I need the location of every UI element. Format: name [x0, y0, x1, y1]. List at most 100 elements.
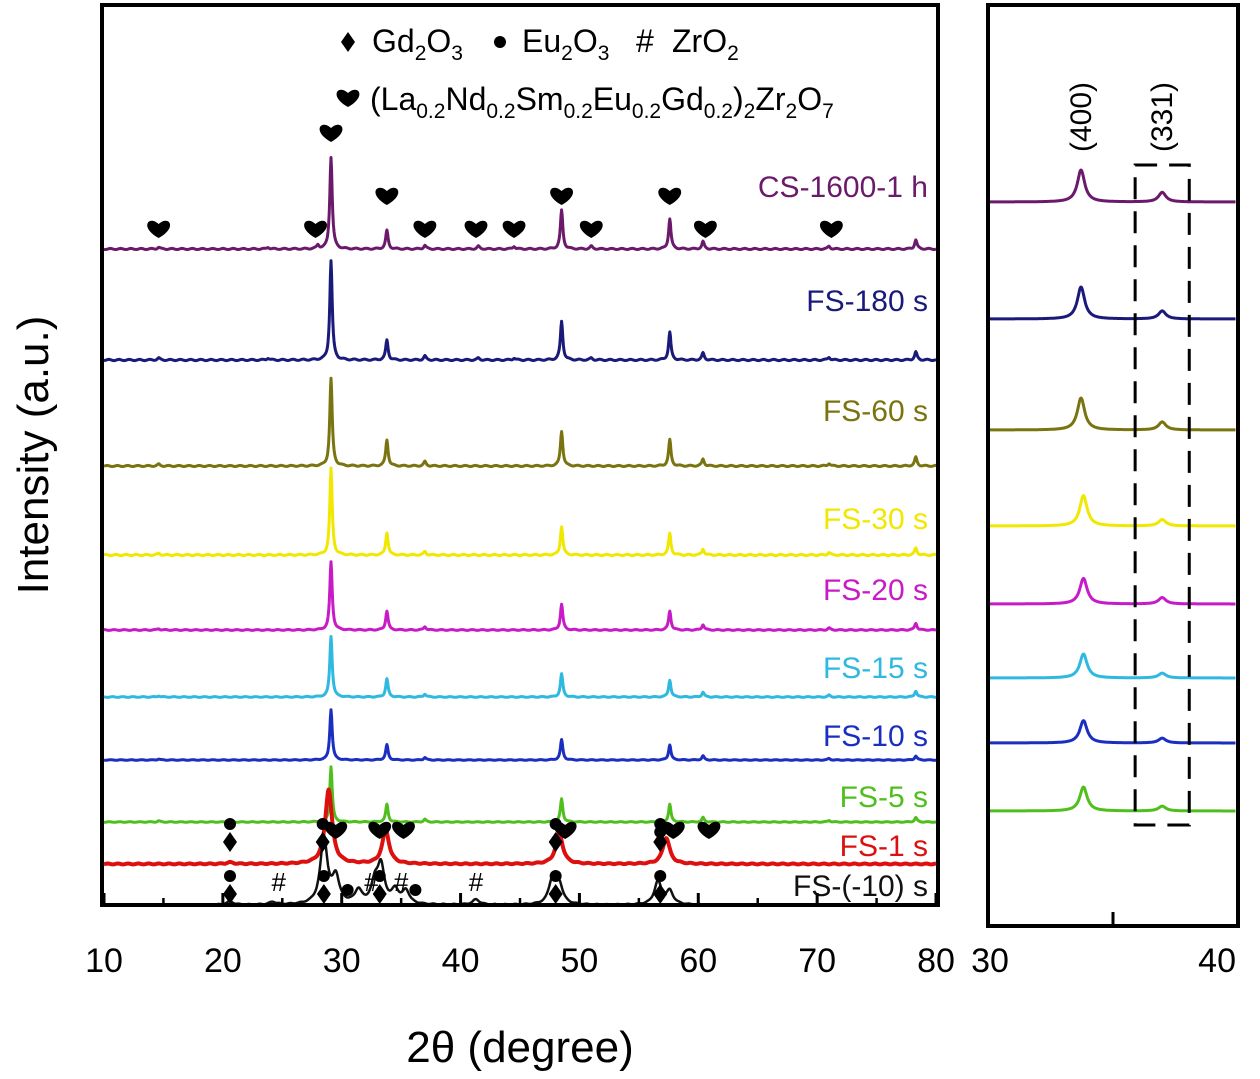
peak-label: (400): [1065, 82, 1098, 152]
trace-2: [103, 376, 937, 468]
inset-xrd-panel: (400) (331) 30 40: [971, 3, 1240, 980]
heart-marker: [392, 821, 415, 839]
dot-marker: [549, 870, 562, 882]
heart-marker: [319, 124, 343, 142]
heart-marker: [661, 821, 685, 839]
y-axis-label: Intensity (a.u.): [9, 316, 58, 595]
x-axis-label: 2θ (degree): [406, 1023, 633, 1072]
diamond-marker: [653, 832, 668, 852]
phase-legend: Gd2O3 Eu2O3 # ZrO2 (La0.2Nd0.2Sm0.2Eu0.2Gd0.…: [370, 23, 834, 123]
main-plot-frame: [100, 3, 940, 907]
trace-1: [103, 259, 937, 363]
series-label: FS-15 s: [823, 652, 928, 685]
inset-trace-0: [989, 168, 1237, 204]
heart-marker: [553, 821, 577, 839]
heart-marker: [413, 220, 437, 238]
inset-trace-3: [989, 494, 1237, 528]
x-tick-label: 50: [561, 942, 599, 980]
dot-marker: [223, 818, 236, 830]
hash-marker: #: [364, 867, 379, 897]
legend-hash: #: [636, 23, 654, 59]
series-label: FS-60 s: [823, 395, 928, 428]
diamond-marker: [315, 832, 330, 852]
heart-marker: [697, 821, 721, 839]
trace-5: [103, 635, 937, 699]
diamond-marker: [341, 32, 355, 52]
heart-marker: [502, 220, 526, 238]
series-label: FS-180 s: [806, 285, 928, 318]
heart-marker: [550, 187, 574, 205]
inset-trace-5: [989, 652, 1237, 680]
inset-peak-labels: (400) (331): [1065, 82, 1179, 152]
heart-marker: [658, 187, 682, 205]
inset-x-ticks: 30 40: [971, 912, 1236, 980]
trace-7: [103, 765, 937, 824]
heart-marker: [464, 220, 488, 238]
main-traces: [102, 156, 938, 907]
inset-trace-6: [989, 719, 1237, 745]
x-tick-label: 30: [323, 942, 361, 980]
dot-marker: [409, 884, 422, 896]
legend-text: ZrO2: [672, 23, 739, 65]
inset-trace-7: [989, 785, 1237, 813]
diamond-marker: [548, 884, 563, 904]
trace-4: [103, 560, 937, 632]
dot-marker: [341, 884, 354, 896]
heart-marker: [336, 89, 360, 107]
dot-marker: [223, 870, 236, 882]
dot-marker: [317, 870, 330, 882]
diamond-marker: [222, 884, 237, 904]
heart-marker: [324, 821, 348, 839]
heart-marker: [819, 220, 843, 238]
series-label: FS-20 s: [823, 574, 928, 607]
series-label: FS-10 s: [823, 720, 928, 753]
inset-trace-1: [989, 285, 1237, 321]
diamond-marker: [653, 884, 668, 904]
series-label: FS-5 s: [840, 781, 928, 814]
diamond-marker: [372, 884, 387, 904]
series-labels: CS-1600-1 h FS-180 s FS-60 s FS-30 s FS-20 s…: [758, 171, 928, 903]
series-label: FS-1 s: [840, 830, 928, 863]
heart-marker: [304, 220, 327, 238]
dot-marker: [654, 870, 667, 882]
legend-text: Eu2O3: [522, 23, 609, 65]
series-label: FS-(-10) s: [793, 870, 928, 903]
heart-marker: [147, 220, 171, 238]
diamond-marker: [316, 884, 331, 904]
inset-plot-frame: [986, 3, 1240, 928]
inset-tick-label: 30: [971, 942, 1009, 980]
trace-8: [102, 787, 938, 867]
legend-text: (La0.2Nd0.2Sm0.2Eu0.2Gd0.2)2Zr2O7: [370, 81, 834, 123]
inset-traces: [989, 168, 1237, 813]
x-tick-label: 80: [917, 942, 955, 980]
diamond-marker: [222, 832, 237, 852]
legend-text: Gd2O3: [372, 23, 463, 65]
hash-marker: #: [469, 867, 484, 897]
phase-markers: # # # #: [147, 32, 843, 904]
main-x-ticks: 10 20 30 40 50 60 70 80: [85, 893, 955, 980]
series-label: CS-1600-1 h: [758, 171, 928, 204]
x-tick-label: 40: [442, 942, 480, 980]
series-label: FS-30 s: [823, 503, 928, 536]
dot-marker: [494, 36, 506, 48]
diamond-marker: [548, 832, 563, 852]
dot-marker: [654, 826, 667, 838]
dot-marker: [373, 826, 386, 838]
trace-3: [103, 466, 937, 557]
trace-6: [103, 708, 937, 762]
inset-tick-label: 40: [1198, 942, 1236, 980]
331-highlight-box: [1133, 163, 1191, 827]
heart-marker: [693, 220, 717, 238]
inset-trace-4: [989, 576, 1237, 606]
x-tick-label: 60: [679, 942, 717, 980]
inset-trace-2: [989, 396, 1237, 432]
peak-label: (331): [1146, 82, 1179, 152]
x-tick-label: 70: [798, 942, 836, 980]
dot-marker: [373, 870, 386, 882]
heart-marker: [579, 220, 603, 238]
main-xrd-panel: # # # # CS-1600-1 h FS-180 s FS-60 s FS-30 s FS…: [85, 3, 955, 980]
x-tick-label: 20: [204, 942, 242, 980]
hash-marker: #: [271, 867, 286, 897]
hash-marker: #: [394, 867, 409, 897]
